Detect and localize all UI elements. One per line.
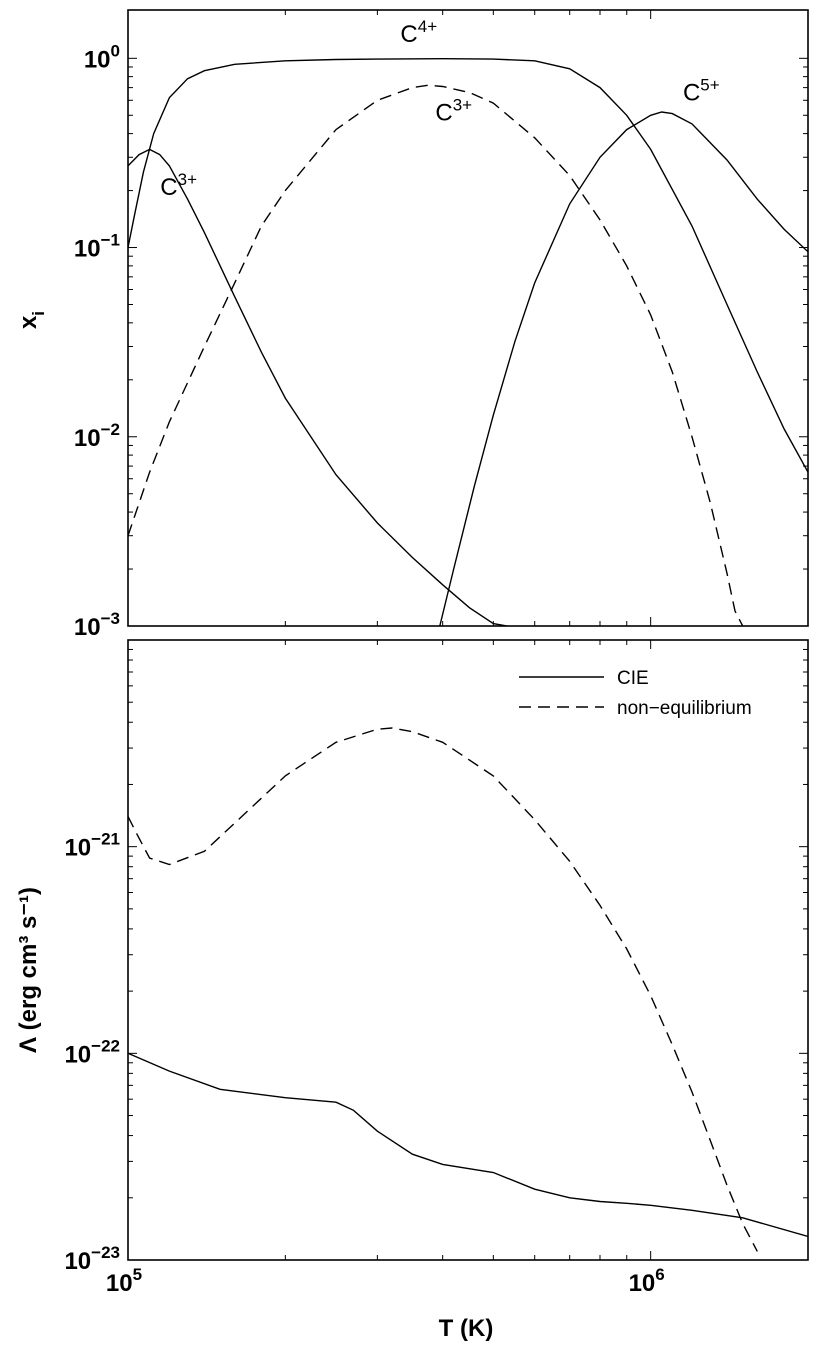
ion-label: C4+ (400, 17, 437, 48)
legend-label: non−equilibrium (617, 698, 752, 719)
ion-label: C3+ (435, 95, 472, 126)
bottom-x-tick-label: 105 (106, 1265, 142, 1297)
top-panel: 10−3 10−2 10−1 100 C4+ C3+ C3+ C5+ (74, 9, 809, 641)
top-y-tick-label: 10−1 (74, 231, 120, 263)
bottom-y-axis-label: Λ (erg cm³ s⁻¹) (15, 887, 42, 1053)
bottom-y-tick-label: 10−21 (64, 830, 120, 862)
top-series-1 (128, 57, 808, 473)
top-y-tick-label: 10−2 (74, 420, 120, 452)
bottom-series-0 (128, 1052, 808, 1238)
bottom-series-1 (128, 727, 758, 1252)
bottom-y-tick-label: 10−23 (64, 1243, 120, 1275)
x-axis-label: T (K) (439, 1315, 494, 1342)
top-y-axis-label: xi (15, 311, 48, 329)
bottom-x-tick-label: 106 (629, 1265, 665, 1297)
top-y-axis-label-sub: i (29, 311, 48, 316)
top-series-2 (439, 111, 808, 626)
top-y-axis-label-base: x (15, 315, 42, 329)
bottom-y-tick-label: 10−22 (64, 1036, 120, 1068)
top-series-0 (128, 148, 507, 626)
top-plot-frame (127, 9, 809, 627)
bottom-panel: 10−23 10−22 10−21 105 106 CIE non−equilibrium (64, 639, 809, 1297)
top-y-tick-label: 100 (84, 41, 120, 73)
top-y-tick-label: 10−3 (74, 609, 120, 641)
top-series-3 (128, 84, 744, 626)
legend-label: CIE (617, 668, 649, 689)
ion-label: C5+ (683, 75, 720, 106)
bottom-plot-frame (127, 639, 809, 1261)
ion-label: C3+ (160, 170, 197, 201)
